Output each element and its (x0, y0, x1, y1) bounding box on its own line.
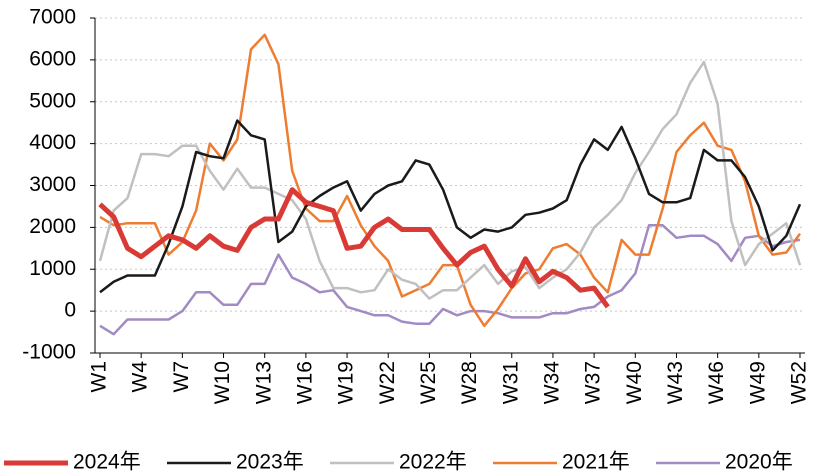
x-tick-label: W37 (582, 361, 605, 404)
legend-label: 2023年 (236, 451, 304, 474)
legend-label: 2021年 (562, 451, 630, 474)
y-tick-label: -1000 (22, 341, 76, 364)
series-line (99, 119, 802, 294)
series-line (99, 224, 801, 336)
x-tick-label: W10 (211, 361, 234, 404)
legend-label: 2020年 (725, 451, 793, 474)
x-tick-label: W16 (293, 361, 316, 404)
series-line (99, 33, 802, 328)
x-tick-label: W40 (623, 361, 646, 404)
x-tick-label: W43 (664, 361, 687, 404)
x-tick-label: W19 (335, 361, 358, 404)
x-tick-label: W34 (540, 361, 563, 405)
series-line (98, 187, 610, 309)
x-tick-label: W46 (705, 361, 728, 404)
x-tick-label: W28 (458, 361, 481, 404)
x-tick-label: W7 (170, 361, 193, 393)
legend-label: 2024年 (73, 451, 141, 474)
x-tick-label: W25 (417, 361, 440, 404)
x-tick-label: W52 (788, 361, 811, 404)
x-tick-label: W4 (129, 361, 152, 393)
y-tick-label: 5000 (29, 89, 76, 112)
x-tick-label: W49 (746, 361, 769, 404)
legend-label: 2022年 (399, 451, 467, 474)
y-tick-label: 0 (64, 299, 76, 322)
x-tick-label: W31 (499, 361, 522, 404)
x-tick-label: W1 (88, 361, 111, 393)
series-line (98, 60, 802, 300)
x-tick-label: W13 (252, 361, 275, 404)
y-tick-label: 4000 (29, 131, 76, 154)
y-tick-label: 1000 (29, 257, 76, 280)
y-tick-label: 2000 (29, 215, 76, 238)
y-tick-label: 7000 (29, 6, 76, 29)
y-tick-label: 6000 (29, 47, 76, 70)
x-tick-label: W22 (376, 361, 399, 404)
y-tick-label: 3000 (29, 173, 76, 196)
